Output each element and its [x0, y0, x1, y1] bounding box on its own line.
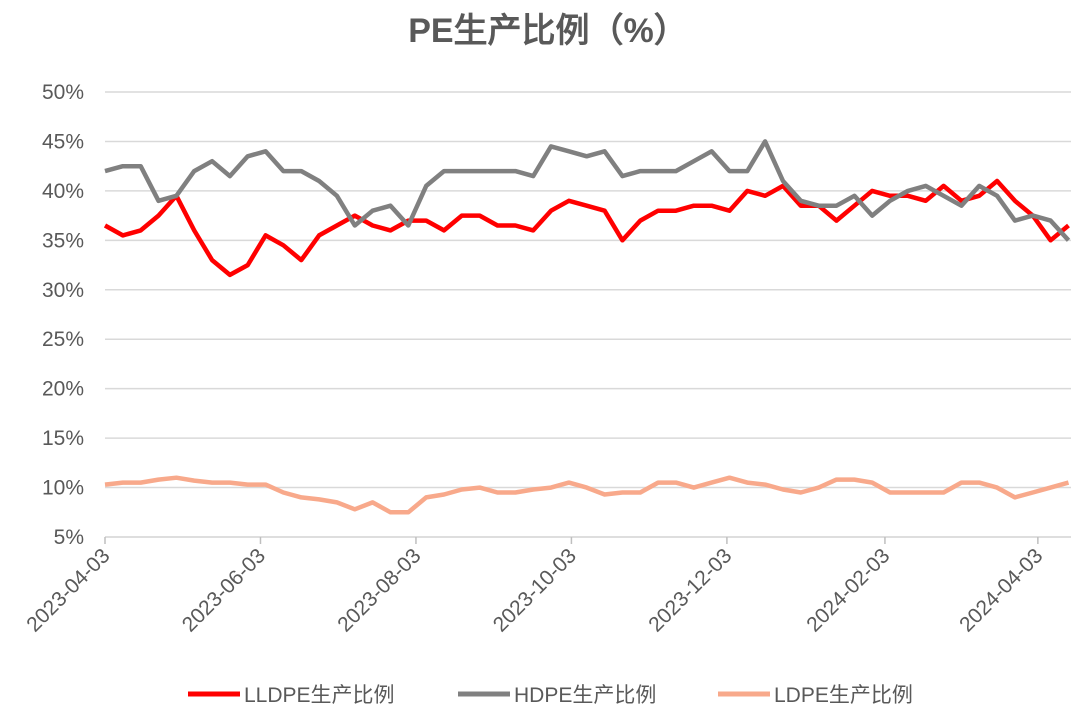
y-tick-label: 10%	[42, 477, 84, 500]
series-line	[103, 178, 1070, 278]
legend-label: LLDPE生产比例	[244, 684, 395, 707]
y-tick-label: 35%	[42, 229, 84, 252]
series-line	[104, 139, 1071, 242]
y-tick-label: 45%	[42, 130, 84, 153]
x-tick-label: 2023-08-03	[333, 544, 425, 636]
x-tick-label: 2023-10-03	[489, 544, 581, 636]
y-tick-label: 15%	[42, 427, 84, 450]
x-tick-label: 2024-04-03	[955, 544, 1047, 636]
y-tick-label: 5%	[54, 526, 84, 549]
x-tick-label: 2023-12-03	[644, 544, 736, 636]
legend-label: HDPE生产比例	[514, 684, 656, 707]
x-tick-label: 2023-04-03	[22, 544, 114, 636]
legend-label: LDPE生产比例	[774, 684, 913, 707]
x-tick-label: 2023-06-03	[178, 544, 270, 636]
y-tick-label: 25%	[42, 328, 84, 351]
series-line	[104, 475, 1070, 515]
y-tick-label: 40%	[42, 180, 84, 203]
y-tick-label: 30%	[42, 279, 84, 302]
chart-title: PE生产比例（%）	[408, 11, 688, 50]
y-tick-label: 20%	[42, 378, 84, 401]
x-tick-label: 2024-02-03	[802, 544, 894, 636]
y-tick-label: 50%	[42, 81, 84, 104]
